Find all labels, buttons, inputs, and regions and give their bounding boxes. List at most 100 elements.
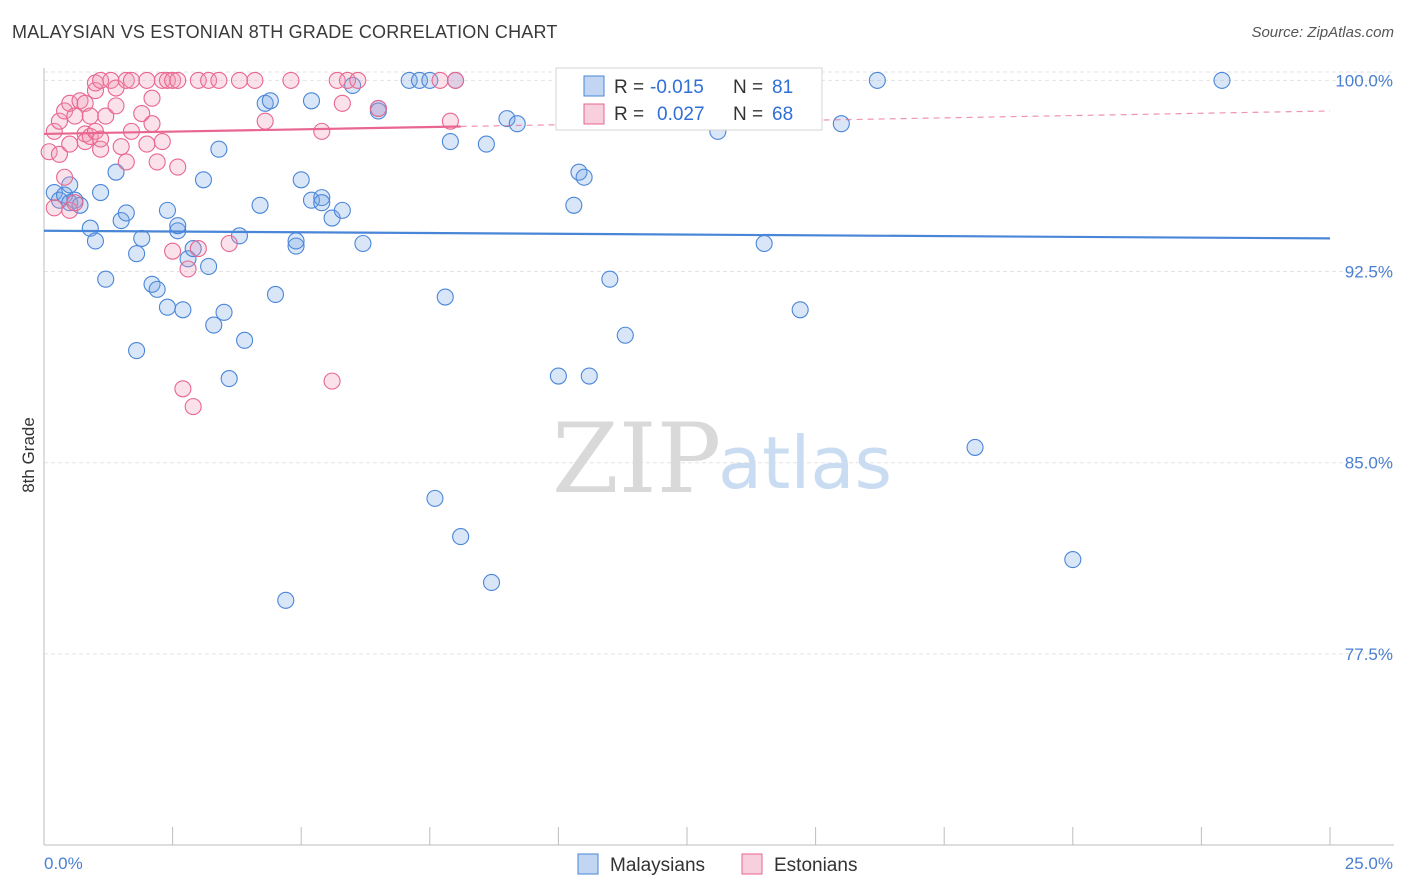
estonian-point	[333, 94, 351, 112]
malaysian-point	[266, 285, 285, 304]
estonian-point	[50, 112, 68, 130]
estonian-point	[328, 71, 346, 89]
malaysian-point	[410, 71, 429, 89]
estonian-point	[338, 71, 357, 89]
malaysian-point	[143, 275, 161, 293]
malaysian-point	[236, 331, 254, 349]
malaysian-point	[261, 92, 279, 110]
malaysian-point	[86, 232, 104, 250]
malaysian-point	[117, 204, 135, 222]
malaysian-point	[575, 168, 593, 186]
estonian-point	[40, 143, 58, 161]
malaysian-point	[549, 367, 567, 385]
gridlines	[44, 71, 1394, 655]
bottom-swatch-estonians	[741, 853, 763, 875]
legend-pink-n-label: N =	[733, 104, 763, 125]
malaysian-point	[966, 438, 984, 456]
estonian-point	[133, 104, 151, 123]
malaysian-point	[580, 367, 598, 385]
malaysian-point	[287, 237, 305, 255]
legend-swatch-blue	[583, 75, 605, 97]
estonian-point	[138, 71, 156, 89]
estonian-point	[56, 168, 74, 186]
malaysian-point	[313, 189, 331, 207]
legend-pink-r-value: 0.027	[657, 104, 705, 125]
malaysian-point	[482, 573, 501, 592]
estonian-point	[92, 71, 110, 89]
estonian-point	[81, 107, 99, 125]
series-legend: Malaysians Estonians	[577, 853, 857, 876]
estonian-point	[179, 260, 197, 278]
estonian-point	[61, 94, 79, 112]
malaysian-point	[421, 71, 439, 89]
estonian-point	[92, 130, 110, 148]
legend-pink-r-label: R =	[614, 104, 644, 125]
estonian-point	[313, 122, 331, 140]
estonian-point	[164, 242, 182, 260]
estonian-point	[117, 71, 135, 89]
malaysian-point	[251, 196, 269, 214]
y-axis-label: 8th Grade	[19, 417, 38, 493]
malaysian-point	[128, 245, 146, 263]
malaysian-point	[179, 250, 197, 268]
malaysian-point	[292, 171, 310, 189]
malaysian-point	[498, 110, 516, 128]
watermark-zip: ZIP	[552, 403, 721, 515]
y-tick-label: 92.5%	[1345, 263, 1393, 282]
malaysian-point	[174, 301, 192, 319]
malaysian-point	[148, 280, 166, 298]
malaysian-point	[302, 92, 321, 110]
malaysian-point	[169, 217, 187, 235]
estonian-point	[76, 94, 94, 112]
y-tick-label: 100.0%	[1335, 71, 1393, 90]
chart-title: MALAYSIAN VS ESTONIAN 8TH GRADE CORRELAT…	[12, 22, 558, 42]
bottom-swatch-malaysians	[577, 853, 599, 875]
malaysian-point	[220, 370, 238, 388]
malaysian-point	[158, 201, 177, 219]
malaysian-point	[354, 234, 372, 253]
estonian-point	[441, 112, 459, 130]
malaysian-point	[81, 219, 99, 237]
malaysian-point	[508, 115, 526, 133]
malaysian-point	[436, 288, 454, 306]
estonian-point	[256, 112, 274, 130]
estonian-point	[45, 199, 63, 217]
source-credit: Source: ZipAtlas.com	[1251, 24, 1394, 41]
y-tick-label: 77.5%	[1345, 645, 1393, 664]
estonian-point	[230, 71, 249, 89]
estonian-point	[112, 138, 130, 156]
estonian-point	[117, 153, 135, 171]
correlation-legend: R = -0.015 N = 81 R = 0.027 N = 68	[555, 67, 823, 131]
malaysian-point	[426, 489, 444, 507]
estonian-point	[184, 398, 202, 416]
estonian-point	[323, 372, 341, 390]
malaysian-point	[1064, 550, 1082, 569]
estonian-point	[220, 234, 238, 253]
malaysian-point	[791, 301, 809, 319]
estonian-point	[431, 71, 449, 89]
legend-blue-r-value: -0.015	[650, 77, 704, 98]
malaysian-trend-line	[43, 229, 1331, 240]
malaysian-point	[616, 326, 634, 344]
x-tick-label: 25.0%	[1345, 854, 1393, 873]
malaysian-point	[441, 133, 459, 151]
malaysian-point	[400, 71, 418, 89]
malaysian-point	[287, 232, 305, 250]
malaysian-point	[194, 171, 213, 189]
legend-blue-n-value: 81	[772, 77, 793, 98]
legend-blue-r-label: R =	[614, 77, 644, 98]
estonian-point	[50, 145, 68, 163]
malaysian-point	[107, 163, 125, 181]
estonian-point	[107, 97, 125, 115]
malaysian-point	[277, 591, 295, 609]
estonian-trend-line	[43, 125, 461, 136]
malaysian-point	[477, 135, 495, 153]
estonian-point	[169, 71, 187, 89]
malaysian-point	[565, 196, 583, 214]
estonian-point	[349, 71, 367, 89]
legend-swatch-pink	[583, 103, 605, 125]
malaysian-point	[210, 140, 228, 158]
malaysian-point	[200, 257, 218, 275]
malaysian-point	[333, 201, 351, 219]
malaysian-point	[313, 194, 331, 212]
